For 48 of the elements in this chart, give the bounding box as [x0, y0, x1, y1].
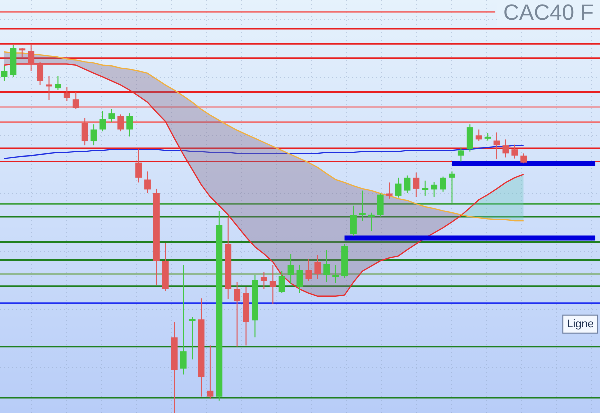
candlestick: [207, 345, 214, 400]
candlestick: [458, 147, 464, 162]
candlestick: [118, 114, 124, 132]
candlestick: [100, 110, 106, 132]
candlestick: [476, 129, 482, 142]
candlestick: [324, 250, 330, 283]
candlestick: [180, 264, 187, 376]
candlestick: [314, 254, 322, 280]
candlestick: [278, 270, 286, 294]
candlestick: [502, 139, 510, 158]
candlestick: [189, 316, 196, 360]
candlestick: [404, 175, 411, 194]
candlestick: [431, 181, 438, 198]
candlestick: [368, 212, 375, 232]
candlestick: [72, 92, 80, 110]
candlestick: [46, 76, 52, 101]
candlestick: [449, 171, 456, 204]
candlestick: [19, 48, 26, 58]
candlestick: [136, 149, 142, 184]
candlestick: [126, 113, 134, 138]
candlestick: [108, 109, 116, 123]
candlestick: [332, 264, 340, 284]
candlestick: [234, 282, 241, 348]
candlestick: [82, 118, 88, 146]
candlestick: [144, 171, 151, 194]
candlestick: [413, 172, 420, 198]
candlestick: [386, 182, 393, 200]
candlestick: [377, 193, 384, 218]
candlestick: [440, 176, 447, 192]
candlestick: [512, 144, 518, 160]
candlestick: [270, 264, 276, 305]
candlestick: [37, 62, 44, 86]
candlestick: [466, 124, 474, 152]
candlestick: [306, 258, 312, 282]
candlestick: [296, 264, 304, 294]
candlestick: [28, 44, 35, 72]
candlestick: [359, 190, 366, 222]
candlestick: [90, 124, 98, 146]
candlestick: [288, 254, 294, 285]
candlestick: [350, 205, 357, 237]
ref-line-label: Ligne: [567, 318, 594, 330]
candlestick: [54, 76, 62, 91]
candlestick: [64, 86, 70, 102]
candlestick: [260, 272, 268, 290]
candlestick: [520, 153, 528, 164]
candlestick: [422, 180, 429, 196]
candlestick: [395, 177, 402, 198]
chart-title: CAC40 F: [504, 0, 594, 26]
